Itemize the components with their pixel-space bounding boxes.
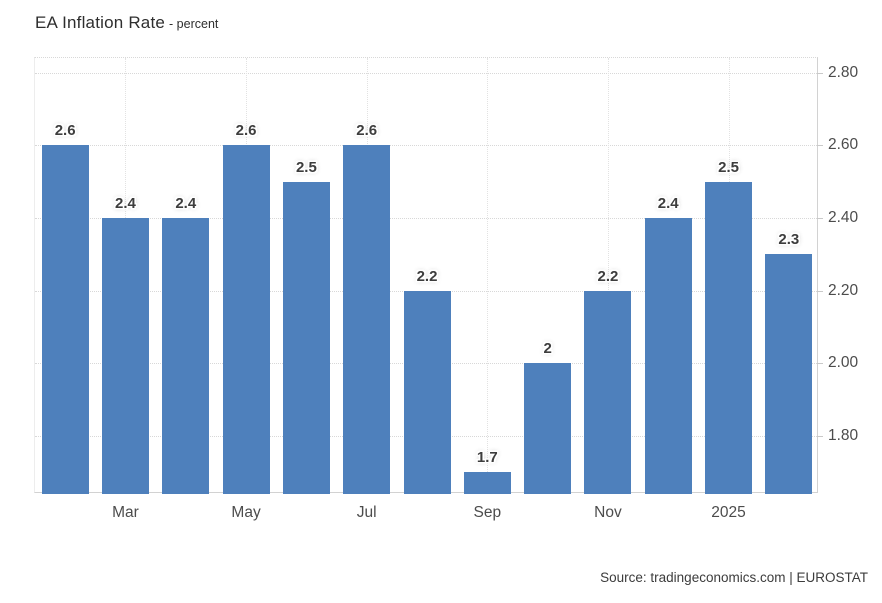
bar (101, 217, 149, 494)
chart-title: EA Inflation Rate (35, 13, 166, 32)
bar-value-label: 2.4 (175, 194, 197, 212)
bar (403, 290, 451, 494)
chart-header: EA Inflation Rate - percent (35, 13, 218, 33)
x-axis-label: 2025 (711, 504, 746, 521)
bar-value-label: 2.2 (416, 267, 438, 285)
gridline-horizontal (35, 217, 817, 219)
bar-value-label: 1.7 (476, 449, 498, 467)
bar (524, 363, 572, 494)
gridline-horizontal (35, 72, 817, 74)
y-axis-tick (817, 363, 823, 365)
bar (282, 181, 330, 494)
x-axis-label: May (231, 504, 261, 521)
bar (343, 145, 391, 494)
gridline-vertical (607, 58, 609, 492)
bar (644, 217, 692, 494)
bar-value-label: 2.4 (657, 194, 679, 212)
y-axis-tick (817, 72, 823, 74)
bar (705, 181, 753, 494)
bar-value-label: 2.3 (778, 231, 800, 249)
bar-value-label: 2.6 (54, 122, 76, 140)
y-axis-label: 2.40 (828, 208, 859, 226)
bar (41, 145, 89, 494)
bar-value-label: 2.6 (356, 122, 378, 140)
bar-value-label: 2 (543, 340, 552, 358)
bar-value-label: 2.6 (235, 122, 257, 140)
y-axis-tick (817, 145, 823, 147)
y-axis-label: 2.80 (828, 63, 859, 81)
y-axis-label: 2.00 (828, 354, 859, 372)
y-axis-label: 2.20 (828, 281, 859, 299)
bar-value-label: 2.5 (718, 158, 739, 176)
y-axis-tick (817, 435, 823, 437)
gridline-vertical (487, 58, 489, 492)
y-axis-tick (817, 290, 823, 292)
gridline-horizontal (35, 145, 817, 147)
bar (162, 217, 210, 494)
bar (222, 145, 270, 494)
y-axis-label: 1.80 (828, 426, 859, 444)
source-credit: Source: tradingeconomics.com | EUROSTAT (600, 570, 868, 585)
y-axis-tick (817, 217, 823, 219)
x-axis-label: Mar (112, 504, 139, 521)
bar-value-label: 2.5 (295, 158, 317, 176)
bar (765, 254, 813, 494)
x-axis-label: Sep (473, 504, 502, 521)
bar-value-label: 2.4 (115, 194, 136, 212)
bar-chart: 2.80 2.60 2.40 2.20 2.00 1.80 Mar May Jul Sep Nov 2… (34, 57, 858, 521)
bar (584, 290, 632, 494)
y-axis-label: 2.60 (828, 136, 859, 154)
chart-subtitle: - percent (169, 17, 219, 31)
x-axis-label: Jul (356, 504, 377, 521)
bar-value-label: 2.2 (597, 267, 619, 285)
x-axis-label: Nov (594, 504, 622, 521)
bar (463, 472, 511, 494)
